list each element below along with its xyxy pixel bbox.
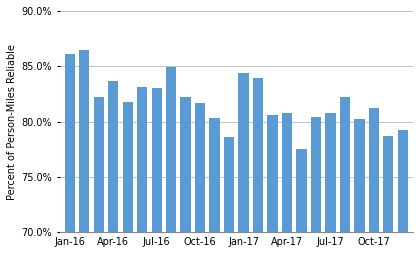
- Bar: [123, 102, 133, 254]
- Bar: [383, 136, 394, 254]
- Bar: [354, 119, 365, 254]
- Y-axis label: Percent of Person-Miles Reliable: Percent of Person-Miles Reliable: [7, 44, 17, 200]
- Bar: [340, 97, 350, 254]
- Bar: [369, 108, 379, 254]
- Bar: [224, 137, 234, 254]
- Bar: [79, 50, 89, 254]
- Bar: [398, 130, 408, 254]
- Bar: [195, 103, 205, 254]
- Bar: [210, 118, 220, 254]
- Bar: [268, 115, 278, 254]
- Bar: [137, 87, 147, 254]
- Bar: [166, 67, 176, 254]
- Bar: [181, 97, 191, 254]
- Bar: [239, 73, 249, 254]
- Bar: [311, 117, 321, 254]
- Bar: [152, 88, 162, 254]
- Bar: [94, 97, 104, 254]
- Bar: [253, 78, 263, 254]
- Bar: [326, 113, 336, 254]
- Bar: [65, 54, 75, 254]
- Bar: [108, 81, 118, 254]
- Bar: [282, 113, 292, 254]
- Bar: [297, 149, 307, 254]
